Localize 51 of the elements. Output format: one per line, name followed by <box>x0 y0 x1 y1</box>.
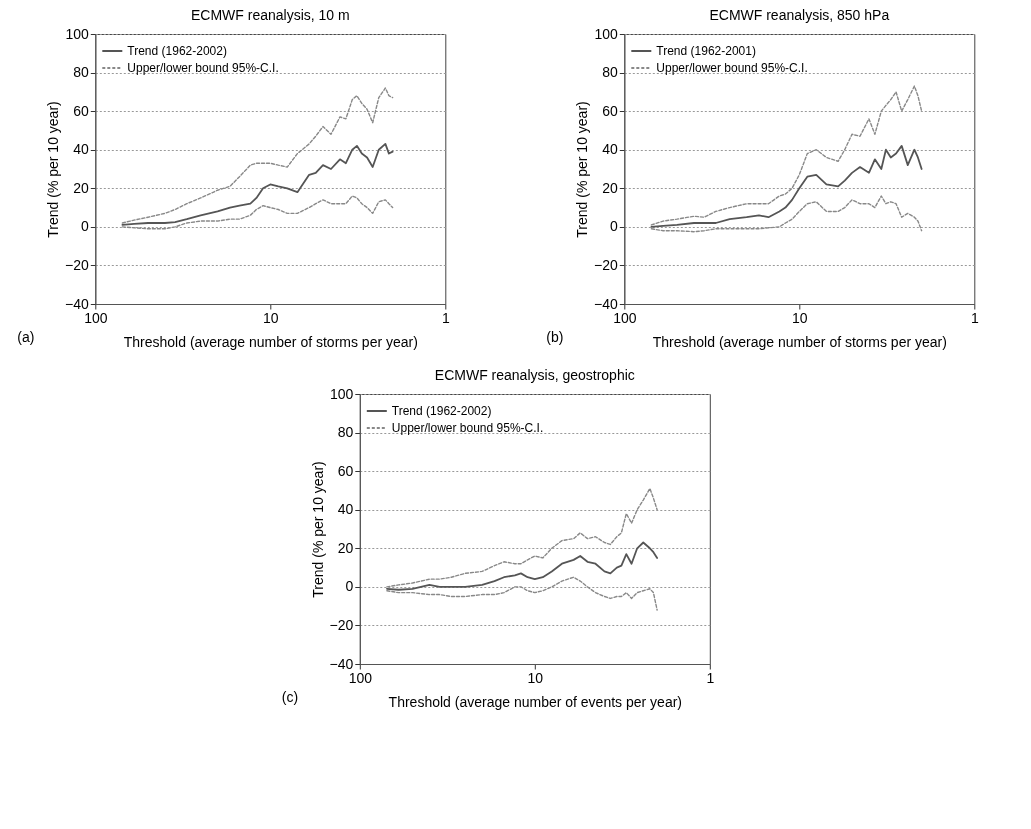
x-axis-title: Threshold (average number of events per year) <box>388 693 682 710</box>
y-tick-label: 80 <box>73 64 90 81</box>
y-tick-label: 40 <box>602 141 619 158</box>
legend-label: Upper/lower bound 95%-C.I. <box>391 421 544 435</box>
y-tick-label: 0 <box>610 218 619 235</box>
x-tick-label: 10 <box>527 669 544 686</box>
legend-label: Trend (1962-2001) <box>656 44 756 58</box>
text: (a) <box>17 329 35 345</box>
x-axis-title: Threshold (average number of storms per year) <box>652 333 947 350</box>
x-tick-label: 1 <box>970 309 979 326</box>
y-axis-title: Trend (% per 10 year) <box>574 101 591 238</box>
y-tick-label: 0 <box>81 218 90 235</box>
y-tick-label: −40 <box>594 295 619 312</box>
y-tick-label: 100 <box>594 25 619 42</box>
legend-label: Trend (1962-2002) <box>391 404 492 418</box>
y-tick-label: 60 <box>337 462 354 479</box>
y-tick-label: 20 <box>337 539 354 556</box>
y-tick-label: −20 <box>329 616 354 633</box>
y-tick-label: 60 <box>73 102 90 119</box>
x-tick-label: 10 <box>263 309 279 326</box>
y-tick-label: −40 <box>65 295 90 312</box>
chart-title: ECMWF reanalysis, geostrophic <box>434 367 635 383</box>
x-axis-title: Threshold (average number of storms per year) <box>123 333 418 350</box>
y-axis-title: Trend (% per 10 year) <box>309 461 326 598</box>
chart-title: ECMWF reanalysis, 850 hPa <box>709 7 890 23</box>
x-tick-label: 100 <box>348 669 373 686</box>
x-tick-label: 1 <box>706 669 715 686</box>
y-tick-label: 80 <box>337 424 354 441</box>
x-tick-label: 100 <box>613 309 637 326</box>
text: (c) <box>281 689 299 705</box>
y-tick-label: 20 <box>73 179 90 196</box>
legend-label: Upper/lower bound 95%-C.I. <box>656 61 808 75</box>
chart-title: ECMWF reanalysis, 10 m <box>190 7 350 23</box>
y-tick-label: −20 <box>65 256 90 273</box>
x-tick-label: 1 <box>441 309 450 326</box>
y-tick-label: 20 <box>602 179 619 196</box>
y-tick-label: 80 <box>602 64 619 81</box>
y-tick-label: −20 <box>594 256 619 273</box>
y-tick-label: 40 <box>73 141 90 158</box>
y-tick-label: 60 <box>602 102 619 119</box>
x-tick-label: 10 <box>792 309 808 326</box>
text: (b) <box>546 329 564 345</box>
y-tick-label: 0 <box>345 578 354 595</box>
x-tick-label: 100 <box>84 309 108 326</box>
y-tick-label: 40 <box>337 501 354 518</box>
legend-label: Trend (1962-2002) <box>127 44 227 58</box>
y-tick-label: 100 <box>65 25 90 42</box>
legend-label: Upper/lower bound 95%-C.I. <box>127 61 279 75</box>
y-axis-title: Trend (% per 10 year) <box>45 101 62 238</box>
y-tick-label: 100 <box>329 385 354 402</box>
y-tick-label: −40 <box>329 655 354 672</box>
